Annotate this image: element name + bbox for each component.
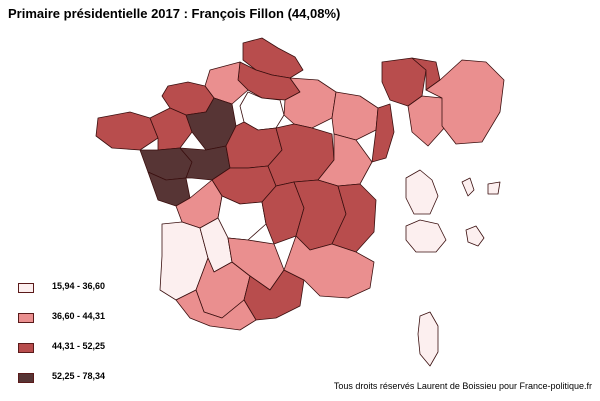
inset-east-light2 xyxy=(425,59,505,145)
legend-label: 36,60 - 44,31 xyxy=(52,311,106,321)
legend-swatch xyxy=(18,313,34,323)
credit-text: Tous droits réservés Laurent de Boissieu… xyxy=(333,381,592,391)
legend-swatch xyxy=(18,373,34,383)
region-alsace xyxy=(371,103,395,163)
region-bretagne-west xyxy=(95,111,159,151)
legend-swatch xyxy=(18,343,34,353)
region-pyrenees xyxy=(175,289,257,331)
island-guadeloupe xyxy=(405,169,439,215)
region-provence xyxy=(283,235,375,299)
region-bretagne-east xyxy=(149,107,193,151)
island-mayotte xyxy=(465,225,485,247)
inset-east-light1 xyxy=(407,95,447,147)
map-title: Primaire présidentielle 2017 : François … xyxy=(8,6,341,21)
legend-label: 15,94 - 36,60 xyxy=(52,281,106,291)
legend-label: 44,31 - 52,25 xyxy=(52,341,106,351)
region-alpes xyxy=(331,183,377,253)
island-corsica xyxy=(417,311,439,367)
island-reunion xyxy=(405,219,447,253)
region-nord xyxy=(242,37,304,79)
region-lorraine xyxy=(331,91,379,141)
island-guyane xyxy=(487,181,501,195)
legend-swatch xyxy=(18,283,34,293)
legend-label: 52,25 - 78,34 xyxy=(52,371,106,381)
island-martinique xyxy=(461,177,475,197)
